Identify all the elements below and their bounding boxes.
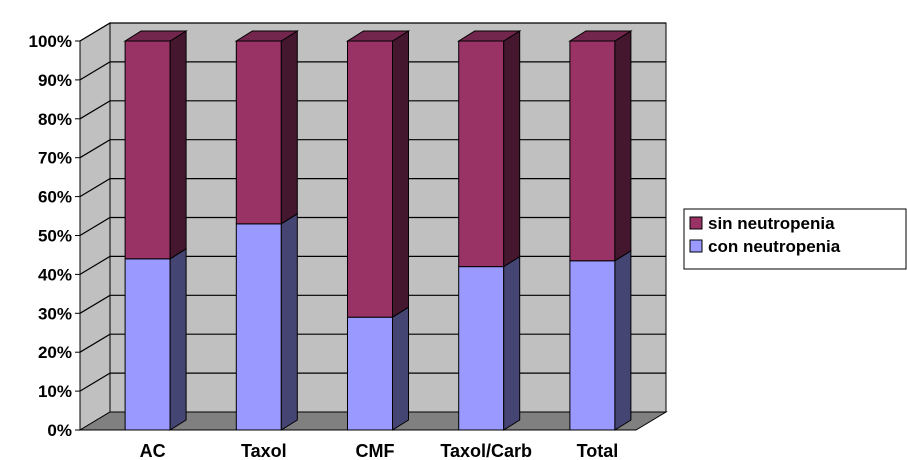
- bar-side: [503, 255, 521, 431]
- bar-side: [614, 30, 632, 262]
- bar-side: [392, 306, 409, 431]
- x-category-label: AC: [140, 441, 166, 460]
- bar-front: [347, 316, 393, 431]
- y-tick-label: 100%: [29, 32, 72, 51]
- y-tick-label: 20%: [38, 343, 72, 362]
- bar-side: [392, 30, 409, 319]
- y-tick-label: 80%: [38, 110, 72, 129]
- bar-sin-neutropenia-Total: [568, 30, 633, 262]
- bar-top: [345, 30, 411, 42]
- bar-top: [456, 30, 522, 42]
- bar-front: [569, 40, 616, 262]
- x-category-label: CMF: [356, 441, 395, 460]
- bar-con-neutropenia-Taxol-Carb: [458, 255, 521, 431]
- gridline: [79, 22, 666, 42]
- y-tick-label: 50%: [38, 227, 72, 246]
- bar-sin-neutropenia-Taxol-Carb: [456, 30, 522, 268]
- bar-front: [347, 40, 393, 318]
- y-axis: 0% 10% 20% 30% 40% 50% 60% 70% 80% 90% 100%: [29, 32, 81, 440]
- legend-swatch: [689, 216, 703, 230]
- bar-front: [458, 40, 505, 268]
- bar-front: [124, 40, 171, 260]
- y-tick-label: 90%: [38, 71, 72, 90]
- legend-label: con neutropenia: [708, 237, 841, 256]
- bar-con-neutropenia-Total: [569, 249, 632, 431]
- bar-side: [169, 30, 187, 260]
- bars: [123, 30, 633, 431]
- bar-side: [280, 212, 298, 431]
- x-category-label: Taxol/Carb: [440, 441, 532, 460]
- bar-front: [124, 258, 171, 431]
- legend: sin neutropenia con neutropenia: [683, 208, 907, 270]
- bar-side: [169, 247, 187, 431]
- x-category-label: Taxol: [241, 441, 287, 460]
- bar-sin-neutropenia-AC: [123, 30, 188, 260]
- bar-con-neutropenia-Taxol: [235, 212, 298, 431]
- bar-side: [280, 30, 298, 225]
- bar-front: [235, 223, 282, 431]
- bar-front: [569, 260, 616, 431]
- y-tick-label: 70%: [38, 149, 72, 168]
- y-tick-label: 0%: [47, 421, 72, 440]
- bar-side: [614, 249, 632, 431]
- bar-top: [123, 30, 188, 42]
- bar-front: [458, 266, 505, 431]
- bar-con-neutropenia-CMF: [347, 306, 409, 431]
- y-tick-label: 10%: [38, 382, 72, 401]
- bar-sin-neutropenia-Taxol: [234, 30, 300, 225]
- x-axis: AC Taxol CMF Taxol/Carb Total: [80, 429, 636, 460]
- legend-swatch: [689, 239, 703, 253]
- x-category-label: Total: [577, 441, 619, 460]
- bar-con-neutropenia-AC: [124, 247, 187, 431]
- y-tick-label: 40%: [38, 265, 72, 284]
- y-tick-label: 60%: [38, 188, 72, 207]
- legend-box: [683, 208, 907, 270]
- bar-top: [234, 30, 300, 42]
- bar-side: [503, 30, 521, 268]
- bar-top: [568, 30, 633, 42]
- legend-label: sin neutropenia: [708, 214, 835, 233]
- y-tick-label: 30%: [38, 304, 72, 323]
- bar-sin-neutropenia-CMF: [345, 30, 411, 319]
- bar-front: [235, 40, 282, 225]
